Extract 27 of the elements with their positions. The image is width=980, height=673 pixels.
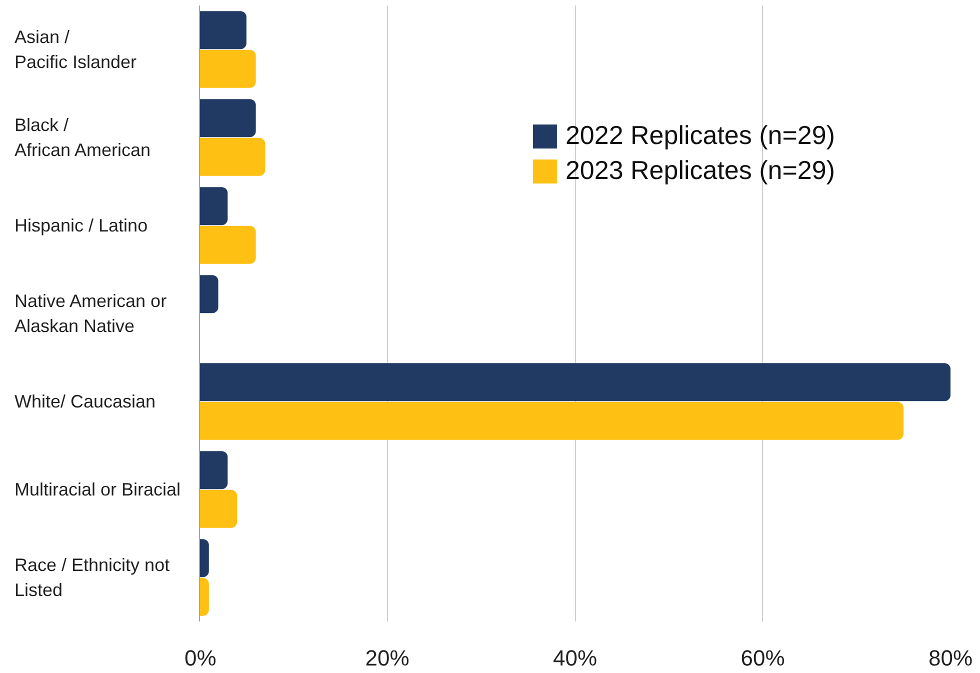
y-tick-label: Hispanic / Latino xyxy=(14,216,148,236)
bar xyxy=(200,451,228,490)
bar xyxy=(200,402,904,440)
y-tick-label: Asian / Pacific Islander xyxy=(14,27,137,72)
y-tick-label: White/ Caucasian xyxy=(14,392,156,412)
bar xyxy=(200,11,246,50)
bar xyxy=(200,490,238,528)
bar xyxy=(200,138,266,176)
x-tick-label: 20% xyxy=(365,646,410,670)
bar xyxy=(200,363,950,402)
bar xyxy=(200,275,218,314)
bar xyxy=(200,578,209,616)
y-tick-label: Multiracial or Biracial xyxy=(14,480,181,500)
bar xyxy=(200,539,209,578)
y-tick-label: Native American or Alaskan Native xyxy=(14,291,167,336)
bar xyxy=(200,99,256,138)
bar xyxy=(200,50,256,88)
y-tick-label: Race / Ethnicity not Listed xyxy=(14,555,170,600)
legend-label: 2022 Replicates (n=29) xyxy=(565,120,835,151)
x-tick-label: 80% xyxy=(928,646,973,670)
x-tick-label: 0% xyxy=(184,646,216,670)
bar xyxy=(200,187,228,226)
x-tick-label: 40% xyxy=(552,646,598,670)
y-tick-label: Black / African American xyxy=(14,115,151,160)
x-tick-label: 60% xyxy=(740,646,785,670)
legend-label: 2023 Replicates (n=29) xyxy=(565,155,835,186)
bar xyxy=(200,226,256,264)
